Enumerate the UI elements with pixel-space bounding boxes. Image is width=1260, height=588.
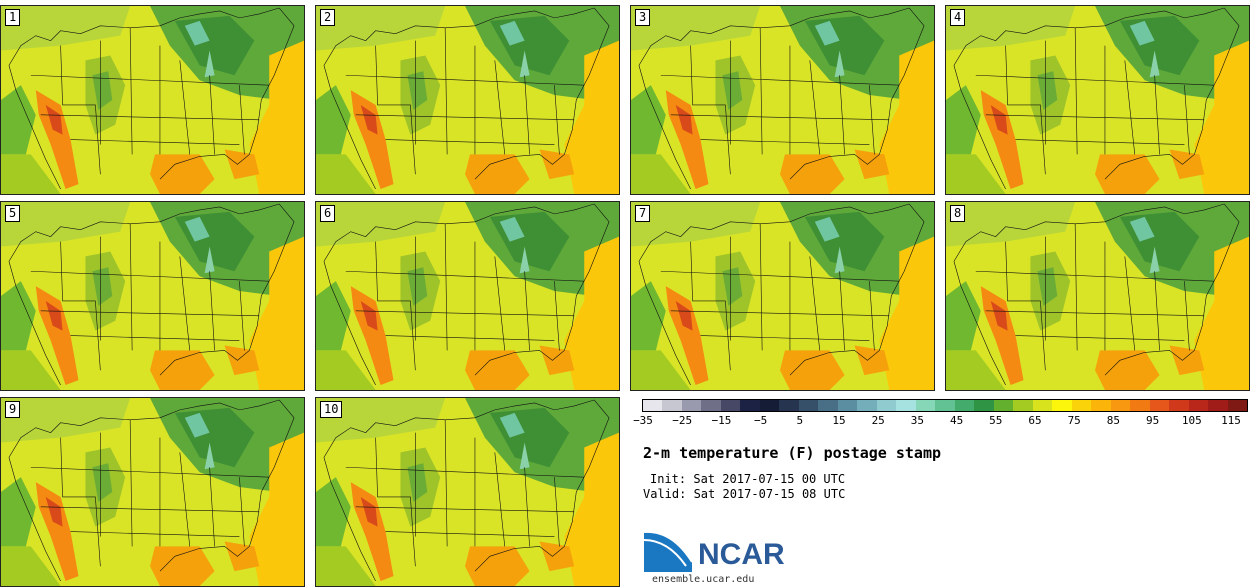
colorbar-segment bbox=[1169, 400, 1189, 411]
member-panel: 7 bbox=[630, 201, 935, 391]
member-panel: 4 bbox=[945, 5, 1250, 195]
temperature-map bbox=[1, 398, 304, 586]
colorbar-segment bbox=[857, 400, 877, 411]
member-number-label: 7 bbox=[635, 205, 651, 222]
colorbar-segment bbox=[1013, 400, 1033, 411]
colorbar-tick-label: 85 bbox=[1106, 414, 1121, 427]
colorbar-segment bbox=[740, 400, 760, 411]
colorbar-segment bbox=[643, 400, 663, 411]
colorbar-segment bbox=[837, 400, 858, 411]
member-panel: 6 bbox=[315, 201, 620, 391]
ncar-logo bbox=[643, 530, 693, 572]
colorbar-segment bbox=[1227, 400, 1248, 411]
figure-title: 2-m temperature (F) postage stamp bbox=[643, 444, 942, 462]
temperature-map bbox=[316, 398, 619, 586]
colorbar-tick-label: −35 bbox=[633, 414, 653, 427]
init-time: Init: Sat 2017-07-15 00 UTC bbox=[650, 472, 846, 486]
member-number-label: 1 bbox=[5, 9, 21, 26]
colorbar-segment bbox=[1052, 400, 1072, 411]
colorbar-segment bbox=[1110, 400, 1131, 411]
colorbar-tick-label: −15 bbox=[711, 414, 732, 427]
temperature-map bbox=[1, 202, 304, 390]
member-panel: 8 bbox=[945, 201, 1250, 391]
colorbar-tick-label: 5 bbox=[796, 414, 804, 427]
member-number-label: 4 bbox=[950, 9, 966, 26]
temperature-map bbox=[631, 202, 934, 390]
colorbar-tick-label: −25 bbox=[672, 414, 693, 427]
temperature-map bbox=[631, 6, 934, 194]
colorbar-segment bbox=[1188, 400, 1209, 411]
member-number-label: 10 bbox=[320, 401, 343, 418]
temperature-map bbox=[946, 202, 1249, 390]
temperature-map bbox=[946, 6, 1249, 194]
colorbar-segment bbox=[1149, 400, 1170, 411]
colorbar-segment bbox=[681, 400, 702, 411]
member-number-label: 2 bbox=[320, 9, 336, 26]
member-number-label: 6 bbox=[320, 205, 336, 222]
member-panel: 9 bbox=[0, 397, 305, 587]
logo-text: NCAR bbox=[698, 538, 785, 571]
colorbar-tick-label: 35 bbox=[910, 414, 925, 427]
colorbar-segment bbox=[896, 400, 916, 411]
temperature-map bbox=[316, 202, 619, 390]
colorbar-tick-label: −5 bbox=[753, 414, 768, 427]
member-panel: 10 bbox=[315, 397, 620, 587]
colorbar-segment bbox=[993, 400, 1014, 411]
colorbar-tick-labels: −35 −25 −15 −5 5 15 25 35 45 55 65 75 85 95 105 115 bbox=[633, 414, 1248, 428]
colorbar-tick-label: 65 bbox=[1028, 414, 1042, 427]
member-number-label: 9 bbox=[5, 401, 21, 418]
colorbar-segment bbox=[720, 400, 741, 411]
colorbar-segment bbox=[1130, 400, 1150, 411]
member-panel: 3 bbox=[630, 5, 935, 195]
valid-time: Valid: Sat 2017-07-15 08 UTC bbox=[643, 487, 846, 501]
colorbar-segment bbox=[1208, 400, 1228, 411]
member-panel: 1 bbox=[0, 5, 305, 195]
colorbar-tick-label: 95 bbox=[1145, 414, 1160, 427]
colorbar-segment bbox=[1091, 400, 1111, 411]
colorbar-segment bbox=[818, 400, 838, 411]
site-url: ensemble.ucar.edu bbox=[652, 574, 755, 585]
colorbar-tick-label: 55 bbox=[989, 414, 1003, 427]
member-number-label: 3 bbox=[635, 9, 651, 26]
colorbar-tick-label: 45 bbox=[949, 414, 964, 427]
colorbar-segment bbox=[1071, 400, 1092, 411]
member-number-label: 5 bbox=[5, 205, 21, 222]
temperature-map bbox=[1, 6, 304, 194]
colorbar-tick-label: 25 bbox=[871, 414, 885, 427]
colorbar-segment bbox=[974, 400, 994, 411]
member-panel: 2 bbox=[315, 5, 620, 195]
colorbar-segment bbox=[779, 400, 799, 411]
temperature-map bbox=[316, 6, 619, 194]
colorbar-segment bbox=[701, 400, 721, 411]
colorbar-tick-label: 75 bbox=[1067, 414, 1081, 427]
colorbar-segment bbox=[915, 400, 936, 411]
colorbar bbox=[642, 399, 1248, 412]
member-number-label: 8 bbox=[950, 205, 966, 222]
colorbar-segment bbox=[1032, 400, 1053, 411]
member-panel: 5 bbox=[0, 201, 305, 391]
colorbar-segment bbox=[662, 400, 682, 411]
colorbar-tick-label: 115 bbox=[1221, 414, 1241, 427]
colorbar-segment bbox=[759, 400, 780, 411]
colorbar-tick-label: 15 bbox=[832, 414, 846, 427]
colorbar-segment bbox=[876, 400, 897, 411]
colorbar-segment bbox=[935, 400, 955, 411]
colorbar-segment bbox=[954, 400, 975, 411]
colorbar-tick-label: 105 bbox=[1181, 414, 1202, 427]
colorbar-segment bbox=[798, 400, 819, 411]
